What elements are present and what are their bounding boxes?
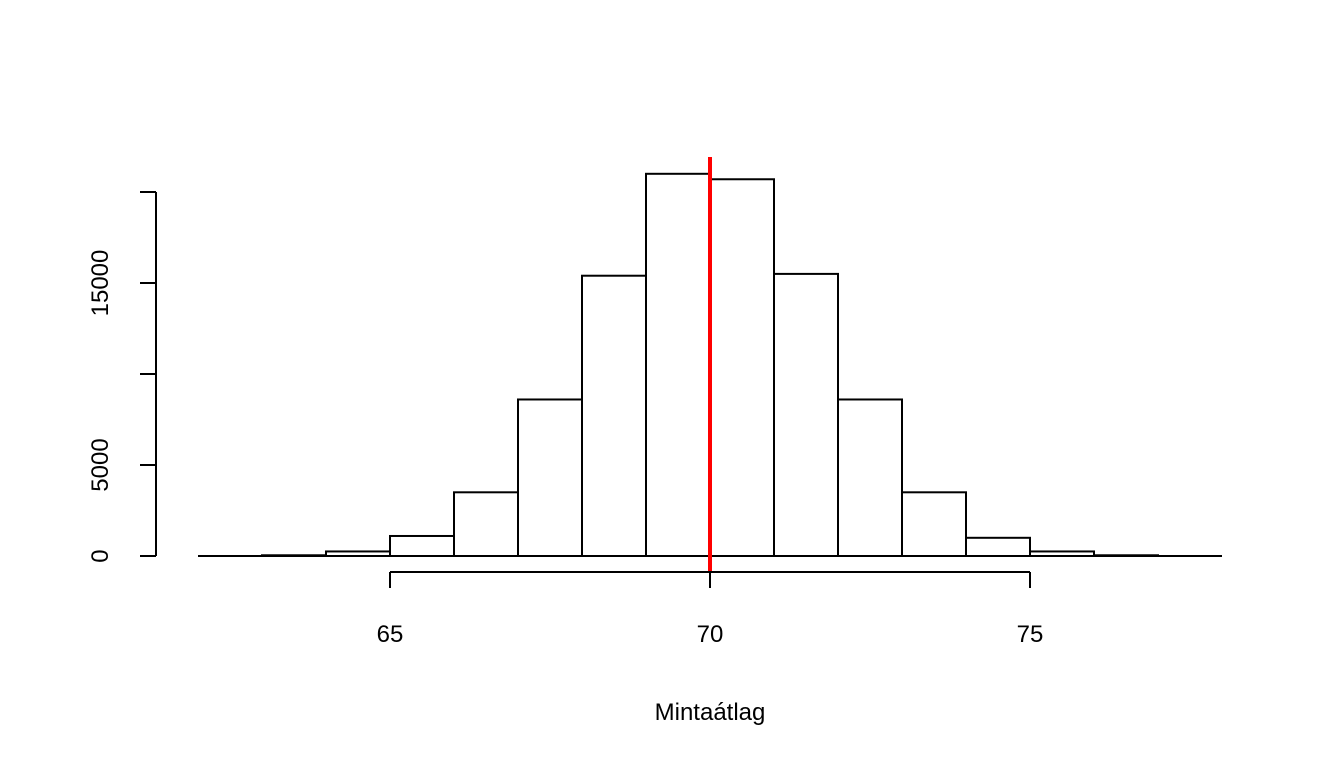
histogram-bar — [581, 274, 647, 557]
histogram-bar — [453, 491, 519, 557]
y-tick-label: 15000 — [87, 250, 114, 317]
histogram-bar — [517, 398, 583, 558]
y-tick-label: 5000 — [87, 438, 114, 491]
histogram-bar — [645, 172, 711, 558]
histogram-bar — [773, 272, 839, 557]
histogram-bar — [709, 178, 775, 557]
histogram-bar — [837, 398, 903, 558]
x-tick-label: 70 — [697, 621, 724, 648]
x-axis-title: Mintaátlag — [655, 699, 766, 726]
x-tick-label: 65 — [377, 621, 404, 648]
histogram-bar — [389, 534, 455, 557]
x-tick-label: 75 — [1017, 621, 1044, 648]
y-tick-label: 0 — [87, 549, 114, 562]
x-axis: 65 70 75 — [377, 571, 1044, 648]
y-axis: 0 5000 15000 — [87, 191, 157, 563]
histogram-bar — [965, 536, 1031, 557]
histogram-bar — [901, 491, 967, 557]
